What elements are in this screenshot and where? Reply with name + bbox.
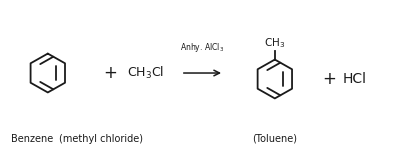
Text: CH$_3$Cl: CH$_3$Cl <box>127 65 164 81</box>
Text: (methyl chloride): (methyl chloride) <box>59 134 143 144</box>
Text: Anhy. AlCl$_3$: Anhy. AlCl$_3$ <box>180 41 224 54</box>
Text: +: + <box>104 64 118 82</box>
Text: CH$_3$: CH$_3$ <box>264 36 285 50</box>
Text: (Toluene): (Toluene) <box>252 134 297 144</box>
Text: HCl: HCl <box>343 72 367 86</box>
Text: Benzene: Benzene <box>11 134 53 144</box>
Text: +: + <box>323 70 337 88</box>
